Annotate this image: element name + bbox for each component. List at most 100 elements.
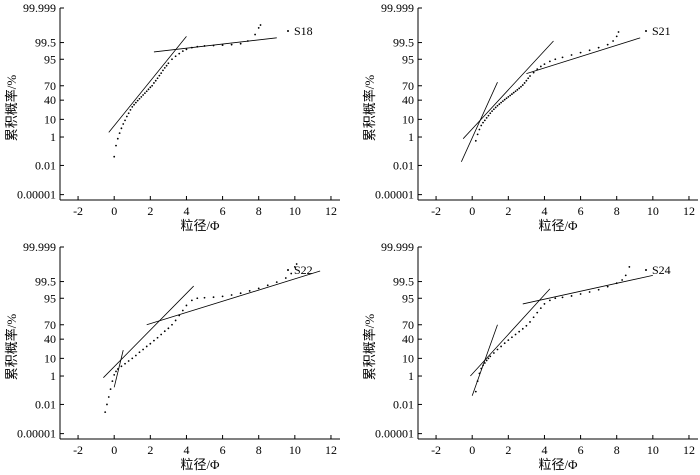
data-point — [480, 124, 483, 127]
x-axis-label: 粒径/Φ — [180, 218, 220, 233]
data-point — [483, 119, 486, 122]
data-point — [203, 296, 206, 299]
data-point — [554, 297, 557, 300]
data-point — [151, 84, 154, 87]
data-point — [147, 88, 150, 91]
data-point — [221, 295, 224, 298]
y-tick-label: 10 — [44, 112, 56, 126]
data-point — [124, 362, 126, 365]
y-tick-label: 1 — [408, 369, 414, 383]
y-tick-label: 99.5 — [35, 275, 56, 289]
data-point — [163, 330, 166, 333]
y-tick-label: 40 — [44, 332, 56, 346]
x-tick-label: 6 — [220, 204, 226, 218]
y-tick-label: 95 — [44, 52, 56, 66]
x-axis-label: 粒径/Φ — [538, 218, 578, 233]
data-point — [606, 285, 609, 288]
x-tick-label: -2 — [431, 204, 441, 218]
data-point — [230, 43, 233, 46]
data-point — [124, 119, 126, 122]
data-point — [624, 274, 627, 277]
data-point — [561, 56, 564, 59]
data-point — [120, 365, 123, 368]
data-point — [116, 137, 119, 140]
data-point — [478, 128, 481, 131]
data-point — [248, 290, 251, 292]
y-axis-label: 累积概率/% — [4, 75, 19, 142]
data-point — [142, 94, 144, 96]
data-point — [579, 293, 582, 295]
data-point — [476, 380, 479, 383]
y-tick-label: 40 — [402, 93, 414, 107]
data-point — [149, 86, 152, 89]
data-point — [165, 64, 168, 67]
x-tick-label: 4 — [183, 443, 189, 457]
legend-label: S24 — [652, 263, 671, 277]
data-point — [138, 351, 141, 354]
fit-line — [470, 288, 551, 377]
data-point — [127, 360, 130, 362]
data-point — [156, 77, 159, 80]
data-point — [612, 40, 614, 42]
data-point — [106, 403, 108, 406]
y-tick-label: 1 — [50, 369, 56, 383]
data-point — [532, 71, 535, 74]
x-tick-label: 4 — [541, 204, 547, 218]
x-tick-label: 0 — [469, 204, 475, 218]
data-point — [507, 339, 510, 342]
x-tick-label: 4 — [183, 204, 189, 218]
data-point — [492, 108, 495, 111]
data-point — [109, 388, 112, 391]
x-tick-label: 2 — [147, 443, 153, 457]
data-point — [543, 63, 546, 66]
data-point — [153, 82, 155, 84]
data-point — [196, 297, 199, 300]
fit-line — [526, 37, 641, 75]
data-point — [239, 42, 242, 45]
fit-line — [108, 36, 187, 133]
data-point — [489, 112, 492, 115]
data-point — [181, 309, 184, 312]
data-point — [597, 288, 600, 291]
y-axis-label: 累积概率/% — [4, 314, 19, 381]
data-point — [290, 272, 293, 275]
data-point — [487, 357, 490, 360]
data-point — [503, 342, 506, 345]
legend-label: S22 — [294, 263, 313, 277]
x-tick-label: 0 — [111, 443, 117, 457]
data-point — [257, 27, 260, 29]
data-point — [482, 364, 484, 367]
data-point — [107, 396, 110, 398]
x-tick-label: 12 — [683, 204, 695, 218]
y-tick-label: 99.5 — [393, 275, 414, 289]
x-tick-label: 10 — [289, 204, 301, 218]
data-point — [185, 304, 188, 307]
data-point — [500, 345, 502, 348]
data-point — [134, 354, 137, 357]
data-point — [505, 97, 508, 100]
data-point — [494, 106, 497, 109]
y-tick-label: 10 — [402, 112, 414, 126]
data-point — [487, 114, 490, 117]
data-point — [142, 348, 144, 351]
fit-line — [522, 274, 653, 305]
data-point — [483, 362, 486, 364]
data-point — [171, 58, 173, 61]
data-point — [520, 85, 522, 88]
data-point — [167, 62, 170, 65]
data-point — [162, 69, 164, 72]
data-point — [474, 139, 477, 142]
fit-line — [471, 324, 498, 396]
data-point — [529, 321, 531, 323]
data-point — [190, 299, 193, 302]
data-point — [518, 330, 521, 333]
data-point — [588, 291, 591, 293]
data-point — [548, 60, 551, 63]
data-point — [111, 380, 114, 383]
data-point — [174, 55, 177, 58]
legend-label: S21 — [652, 24, 671, 38]
data-point — [621, 279, 624, 281]
y-tick-label: 0.01 — [393, 397, 414, 411]
data-point — [153, 339, 155, 342]
